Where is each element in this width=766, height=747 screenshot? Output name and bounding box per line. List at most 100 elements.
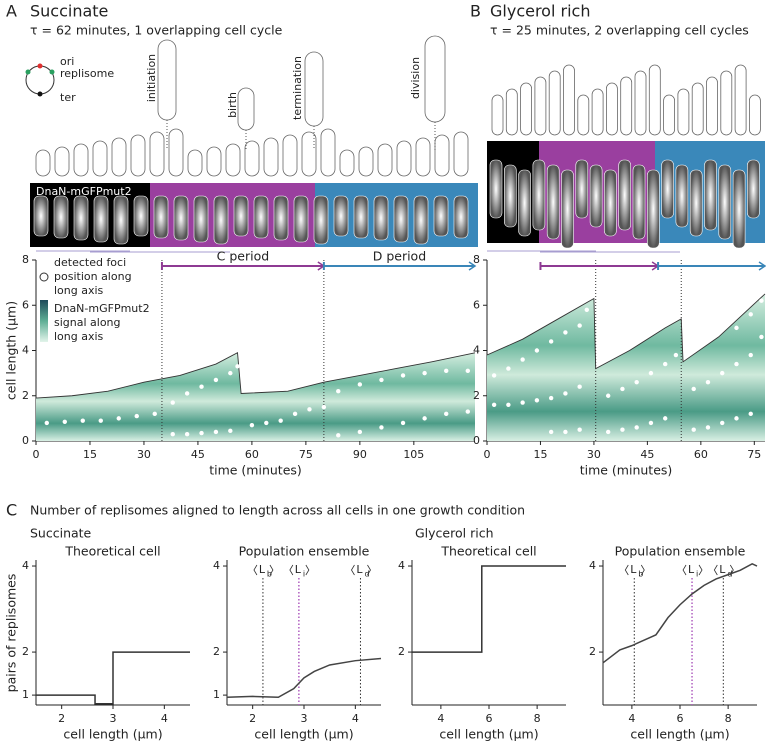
cell-image: [93, 195, 109, 243]
y-tick-label: 0: [22, 434, 29, 447]
x-tick-label: 30: [137, 448, 151, 461]
panel-subtitle: τ = 25 minutes, 2 overlapping cell cycle…: [490, 23, 749, 38]
cell-image: [53, 195, 69, 239]
y-tick-label: 4: [398, 559, 405, 572]
legend-text: DnaN-mGFPmut2: [54, 302, 150, 315]
focus: [336, 433, 341, 438]
x-axis-label: cell length (µm): [254, 727, 353, 742]
legend-replisome: [49, 69, 55, 75]
x-axis-label: time (minutes): [209, 463, 302, 478]
focus: [648, 420, 654, 426]
focus: [663, 361, 668, 367]
period-label: C period: [217, 249, 270, 264]
cell-image: [413, 195, 429, 245]
focus: [634, 425, 639, 430]
cell-outline: [282, 134, 298, 177]
focus: [422, 370, 427, 376]
focus: [307, 407, 312, 412]
legend-foci: [39, 272, 49, 282]
cell-outline: [225, 143, 241, 177]
period-arrow: [758, 261, 766, 271]
cell-image: [646, 169, 660, 249]
cell-image: [353, 195, 369, 239]
y-axis-label: cell length (µm): [4, 301, 19, 400]
focus: [734, 361, 739, 367]
cell-image: [293, 195, 309, 243]
annotation-label: L: [356, 563, 363, 576]
focus: [491, 402, 497, 407]
panel-title: Number of replisomes aligned to length a…: [30, 503, 525, 518]
focus: [720, 370, 725, 376]
cell-image: [675, 164, 689, 228]
schematics: [33, 35, 761, 253]
cell-outline: [677, 88, 690, 136]
y-tick-label: 2: [22, 389, 29, 402]
focus: [491, 373, 497, 378]
legend-text: replisome: [60, 67, 114, 80]
panel-label: B: [470, 2, 481, 21]
x-tick-label: 0: [33, 448, 40, 461]
cell-outline: [396, 140, 412, 177]
legend-text: signal along: [54, 316, 121, 329]
focus: [748, 352, 753, 358]
cell-outline: [720, 70, 733, 136]
ensemble-line: [226, 657, 382, 699]
chart-title: Theoretical cell: [440, 544, 536, 559]
legend-cell: [25, 65, 55, 95]
focus: [563, 429, 568, 435]
cell-outline: [111, 137, 127, 177]
cell-outline: [263, 137, 279, 177]
y-tick-label: 2: [22, 645, 29, 658]
cell-outline: [663, 94, 675, 136]
stage-label: termination: [291, 56, 304, 120]
x-axis-label: cell length (µm): [439, 727, 538, 742]
cell-image: [333, 195, 349, 237]
x-tick-label: 6: [677, 712, 684, 725]
focus: [134, 413, 139, 419]
cell-outline: [534, 76, 547, 136]
x-tick-label: 4: [628, 712, 635, 725]
focus: [520, 357, 525, 362]
x-tick-label: 0: [484, 448, 491, 461]
x-tick-label: 3: [110, 712, 117, 725]
annotation-label: L: [295, 563, 302, 576]
chart-title: Theoretical cell: [64, 544, 160, 559]
cell-outline: [453, 131, 469, 177]
focus: [605, 429, 611, 435]
cell-outline: [304, 51, 324, 127]
y-tick-label: 4: [473, 344, 480, 357]
cell-outline: [206, 146, 222, 177]
x-tick-label: 4: [161, 712, 168, 725]
legend-text: ori: [60, 55, 74, 68]
focus: [170, 432, 175, 437]
focus: [228, 428, 233, 434]
focus: [98, 418, 103, 423]
focus: [170, 400, 175, 405]
y-tick-label: 2: [589, 645, 596, 658]
cell-outline: [505, 88, 518, 136]
cell-image: [213, 195, 229, 245]
cell-outline: [424, 35, 446, 123]
cell-outline: [548, 70, 561, 136]
focus: [465, 368, 471, 374]
x-tick-label: 4: [437, 712, 444, 725]
annotation-subscript: b: [638, 570, 643, 579]
bracket: [351, 564, 371, 576]
y-tick-label: 4: [22, 344, 29, 357]
x-tick-label: 90: [353, 448, 367, 461]
cell-image: [489, 159, 503, 219]
cell-image: [73, 195, 89, 241]
focus: [691, 427, 696, 432]
cell-outline: [92, 140, 108, 177]
focus: [577, 323, 582, 328]
cell-image: [273, 195, 289, 241]
y-tick-label: 2: [473, 389, 480, 402]
x-tick-label: 75: [747, 448, 761, 461]
focus: [379, 425, 384, 430]
cell-outline: [691, 82, 704, 136]
legend-text: long axis: [54, 284, 104, 297]
focus: [235, 364, 240, 369]
focus: [534, 398, 540, 403]
y-tick-label: 8: [22, 253, 29, 266]
focus: [691, 386, 696, 392]
